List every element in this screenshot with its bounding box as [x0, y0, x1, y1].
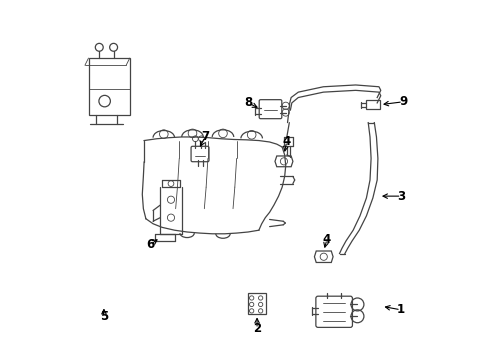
Bar — [366, 100, 379, 109]
Bar — [247, 293, 265, 315]
Text: 8: 8 — [244, 96, 252, 109]
Text: 2: 2 — [252, 322, 261, 335]
Text: 1: 1 — [396, 303, 404, 316]
Text: 4: 4 — [282, 135, 290, 148]
Text: 4: 4 — [322, 233, 330, 246]
Text: 7: 7 — [201, 130, 209, 144]
Text: 6: 6 — [146, 238, 154, 251]
Text: 3: 3 — [397, 190, 405, 203]
Text: 9: 9 — [398, 95, 407, 108]
Text: 5: 5 — [100, 310, 108, 323]
